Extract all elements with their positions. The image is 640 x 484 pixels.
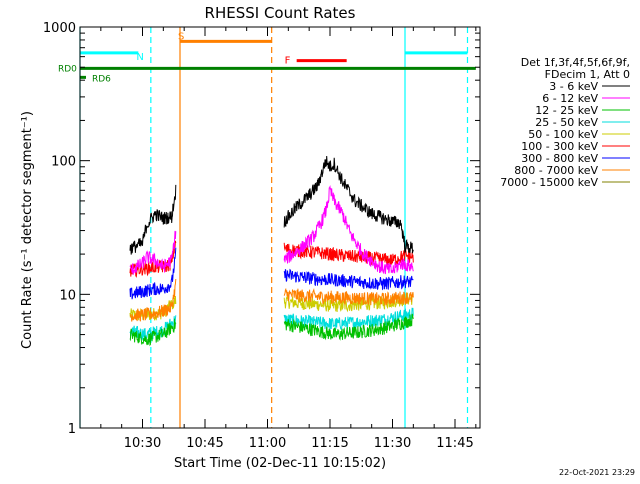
series-line-7-seg-1	[283, 287, 414, 306]
legend-entry-7: 800 - 7000 keV	[514, 164, 598, 177]
legend-entry-4: 50 - 100 keV	[528, 128, 598, 141]
legend-entry-8: 7000 - 15000 keV	[500, 176, 598, 189]
series-line-7-seg-0	[129, 278, 177, 322]
x-tick-label-0: 10:30	[124, 436, 161, 451]
y-tick-label-3: 1000	[43, 21, 76, 36]
series-line-5-seg-1	[283, 242, 414, 267]
flag-label-f: F	[285, 56, 291, 67]
series-line-0-seg-0	[129, 184, 177, 255]
x-tick-label-5: 11:45	[436, 436, 473, 451]
x-tick-label-2: 11:00	[249, 436, 286, 451]
legend-entry-1: 6 - 12 keV	[542, 92, 598, 105]
series-line-6-seg-1	[283, 268, 414, 291]
plot-frame	[79, 26, 481, 429]
y-tick-label-1: 10	[59, 288, 76, 303]
y-axis-label: Count Rate (s⁻¹ detector segment⁻¹)	[20, 111, 35, 349]
footer-timestamp: 22-Oct-2021 23:29	[559, 468, 635, 477]
legend-entry-2: 12 - 25 keV	[535, 104, 598, 117]
legend-entry-6: 300 - 800 keV	[521, 152, 598, 165]
series-line-6-seg-0	[129, 247, 177, 300]
legend-header-line-0: Det 1f,3f,4f,5f,6f,9f,	[521, 56, 630, 69]
x-tick-label-3: 11:15	[311, 436, 348, 451]
flag-label-n: N	[136, 52, 143, 63]
series-line-0-seg-1	[283, 155, 414, 254]
flag-label-rd6: RD6	[92, 74, 111, 84]
legend-header-line-1: FDecim 1, Att 0	[545, 68, 630, 81]
y-tick-label-2: 100	[51, 155, 76, 170]
y-tick-label-0: 1	[68, 422, 76, 437]
series-line-3-seg-1	[283, 307, 414, 330]
data-series	[129, 155, 414, 347]
x-axis-label: Start Time (02-Dec-11 10:15:02)	[174, 456, 386, 471]
x-tick-label-1: 10:45	[186, 436, 223, 451]
x-tick-label-4: 11:30	[374, 436, 411, 451]
series-line-1-seg-1	[283, 185, 414, 275]
flag-bars: N S F RD0 RD6	[58, 31, 476, 84]
series-line-2-seg-1	[283, 313, 414, 341]
chart-title: RHESSI Count Rates	[205, 4, 356, 22]
axes: 1 10 100 1000 10:30 10:45 11:00 11:15 11:30 11:45	[43, 21, 481, 451]
legend: Det 1f,3f,4f,5f,6f,9f,FDecim 1, Att 03 -…	[500, 56, 630, 189]
flag-label-s: S	[178, 31, 184, 42]
flag-label-rd0: RD0	[58, 64, 77, 74]
series-line-1-seg-0	[129, 230, 177, 275]
legend-entry-5: 100 - 300 keV	[521, 140, 598, 153]
series-line-2-seg-0	[129, 318, 177, 347]
legend-entry-0: 3 - 6 keV	[549, 80, 598, 93]
legend-entry-3: 25 - 50 keV	[535, 116, 598, 129]
